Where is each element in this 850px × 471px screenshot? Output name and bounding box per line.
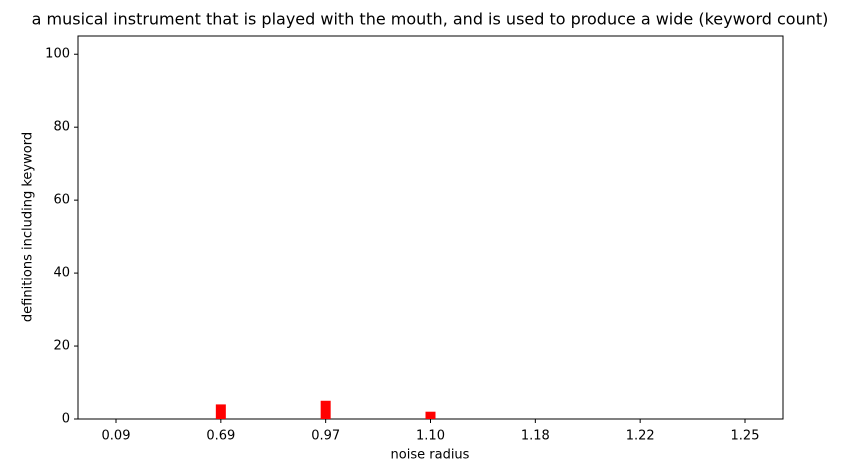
x-tick-label: 0.69 [206,429,235,444]
x-axis-label: noise radius [391,448,470,463]
x-tick-label: 1.22 [626,429,655,444]
x-tick-label: 0.09 [102,429,131,444]
x-tick-label: 1.25 [731,429,760,444]
bar [215,404,226,419]
y-tick-label: 40 [53,266,70,281]
bar [320,400,331,419]
x-tick-label: 1.10 [416,429,445,444]
chart-title: a musical instrument that is played with… [32,10,829,29]
x-tick-label: 0.97 [311,429,340,444]
plot-frame [77,35,784,420]
y-tick-label: 20 [53,339,70,354]
y-tick-label: 0 [62,412,70,427]
bar [425,411,436,419]
x-tick-label: 1.18 [521,429,550,444]
y-tick-label: 60 [53,193,70,208]
y-tick-label: 80 [53,120,70,135]
y-tick-label: 100 [45,47,70,62]
y-axis-label: definitions including keyword [21,132,36,322]
